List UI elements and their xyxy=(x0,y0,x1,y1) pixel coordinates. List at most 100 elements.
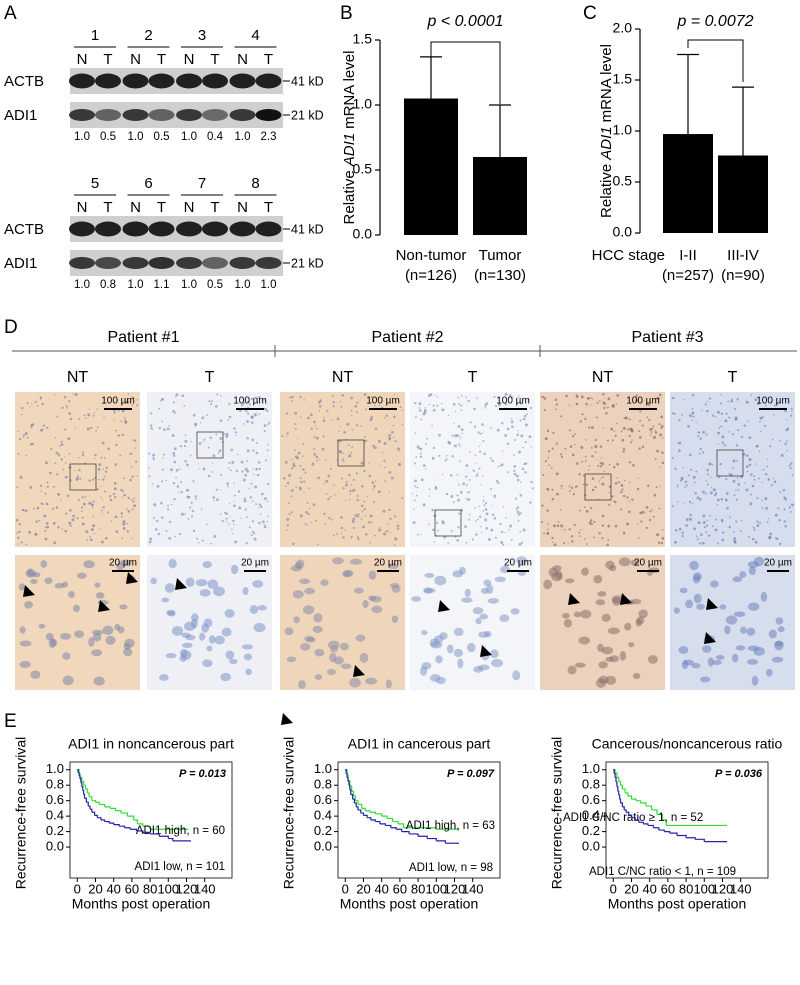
nucleus xyxy=(327,474,331,478)
x-tick-label: 40 xyxy=(106,881,120,896)
nucleus xyxy=(591,455,594,458)
nucleus xyxy=(378,404,381,407)
nucleus xyxy=(184,439,188,443)
nucleus xyxy=(58,453,60,455)
nucleus xyxy=(81,516,84,519)
nucleus xyxy=(614,524,618,528)
nucleus xyxy=(746,454,749,457)
y-axis-title-part: ADI1 xyxy=(598,126,615,160)
nucleus xyxy=(419,455,423,458)
nucleus xyxy=(245,516,248,518)
nucleus xyxy=(333,484,336,486)
nucleus xyxy=(374,427,378,431)
cell-nucleus xyxy=(618,557,631,567)
nucleus xyxy=(431,424,433,427)
nucleus xyxy=(170,503,173,506)
cell-nucleus xyxy=(207,579,219,590)
km-step xyxy=(142,825,151,830)
nucleus xyxy=(212,496,216,499)
cell-nucleus xyxy=(93,676,105,686)
nucleus xyxy=(764,473,768,476)
nucleus xyxy=(622,450,625,453)
nucleus xyxy=(53,541,57,545)
nucleus xyxy=(729,516,731,518)
nucleus xyxy=(285,485,287,488)
nucleus xyxy=(202,440,204,443)
nucleus xyxy=(77,498,80,501)
nucleus xyxy=(591,488,595,492)
nucleus xyxy=(300,416,302,418)
nucleus xyxy=(339,451,342,454)
nucleus xyxy=(85,417,87,420)
arrowhead xyxy=(480,645,492,657)
nucleus xyxy=(764,497,768,500)
cell-nucleus xyxy=(74,630,85,638)
cell-nucleus xyxy=(243,653,253,661)
nucleus xyxy=(94,453,97,457)
cell-nucleus xyxy=(202,659,213,668)
nucleus xyxy=(339,400,342,403)
nucleus xyxy=(246,449,250,453)
nucleus xyxy=(347,455,350,457)
nucleus xyxy=(706,401,708,403)
nucleus xyxy=(394,537,398,541)
nucleus xyxy=(602,401,605,404)
km-step xyxy=(133,819,138,824)
km-step xyxy=(130,828,138,831)
nucleus xyxy=(330,419,333,421)
nucleus xyxy=(210,403,213,406)
nucleus xyxy=(628,510,631,514)
nucleus xyxy=(252,449,255,452)
x-axis-title: Months post operation xyxy=(72,896,211,912)
nucleus xyxy=(588,464,591,467)
nucleus xyxy=(497,481,500,484)
nucleus xyxy=(15,518,19,522)
km-step xyxy=(80,782,83,787)
nucleus xyxy=(247,412,250,415)
nucleus xyxy=(513,472,517,476)
ratio-label: 1.1 xyxy=(154,279,170,291)
nucleus xyxy=(202,467,206,471)
nucleus xyxy=(554,398,558,402)
nucleus xyxy=(51,507,54,510)
lane-label: N xyxy=(77,199,88,216)
nucleus xyxy=(60,458,63,461)
km-step xyxy=(345,769,347,774)
km-step xyxy=(110,807,117,811)
nucleus xyxy=(172,451,176,455)
nucleus xyxy=(575,402,579,406)
nucleus xyxy=(484,502,488,505)
nucleus xyxy=(761,506,764,509)
arrowhead xyxy=(281,713,293,725)
x-tick-label: 20 xyxy=(624,881,638,896)
nucleus xyxy=(68,400,71,403)
nucleus xyxy=(478,505,480,508)
nucleus xyxy=(179,445,183,448)
nucleus xyxy=(710,491,713,495)
nucleus xyxy=(360,425,362,427)
nucleus xyxy=(46,426,49,429)
blot-band xyxy=(122,221,149,237)
nucleus xyxy=(546,509,549,512)
nucleus xyxy=(467,498,470,501)
nucleus xyxy=(98,463,102,467)
cell-nucleus xyxy=(700,676,711,683)
nucleus xyxy=(195,497,198,500)
nucleus xyxy=(44,461,48,465)
nucleus xyxy=(425,468,427,470)
nucleus xyxy=(654,431,658,434)
nucleus xyxy=(355,411,358,414)
ratio-label: 1.0 xyxy=(74,279,90,291)
nucleus xyxy=(685,484,688,487)
nucleus xyxy=(258,521,261,525)
nucleus xyxy=(114,463,118,466)
nucleus xyxy=(464,475,468,478)
nucleus xyxy=(349,498,351,501)
nucleus xyxy=(123,417,126,420)
cell-nucleus xyxy=(60,633,72,640)
nucleus xyxy=(91,507,94,509)
km-step xyxy=(636,800,642,803)
nucleus xyxy=(571,540,574,543)
x-axis-title: HCC stage xyxy=(592,247,665,264)
nucleus xyxy=(458,512,461,515)
